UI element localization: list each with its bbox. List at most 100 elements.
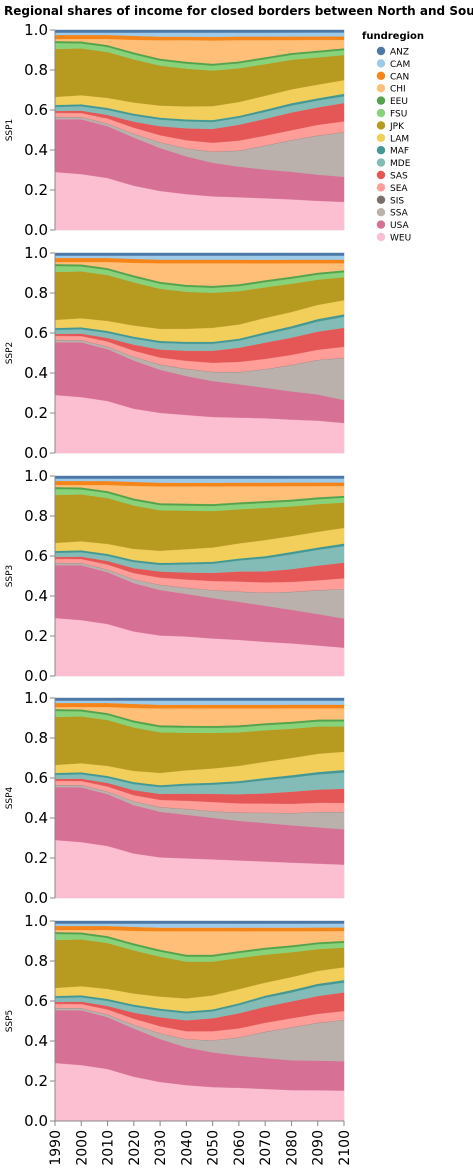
legend-item-ssa: SSA: [376, 208, 409, 219]
area-ssp2-anz: [54, 252, 345, 256]
legend-swatch: [376, 208, 386, 217]
legend-swatch: [376, 195, 386, 204]
legend-swatch: [376, 46, 386, 56]
legend-label: LAM: [390, 134, 409, 144]
legend-label: EEU: [390, 97, 408, 107]
legend-item-chi: CHI: [376, 84, 406, 95]
legend-item-sis: SIS: [376, 195, 404, 206]
legend-label: ANZ: [390, 48, 409, 58]
legend-label: CAM: [390, 60, 410, 70]
y-tick-label: 0.0: [24, 1112, 48, 1130]
legend-label: CAN: [390, 72, 409, 82]
legend-item-anz: ANZ: [376, 46, 409, 58]
y-tick-label: 1.0: [24, 21, 48, 39]
x-tick-label: 2090: [311, 1130, 327, 1166]
legend-swatch: [376, 121, 386, 130]
area-ssp3-anz: [54, 475, 345, 479]
legend-title: fundregion: [362, 31, 424, 42]
y-tick-label: 0.6: [24, 769, 48, 787]
legend-item-eeu: EEU: [376, 96, 408, 107]
legend-swatch: [376, 170, 386, 180]
x-tick-label: 2080: [284, 1130, 300, 1166]
y-tick-label: 0.0: [24, 889, 48, 907]
y-tick-label: 0.4: [24, 364, 48, 382]
legend-swatch: [376, 146, 386, 155]
facet-label: SSP5: [5, 1010, 15, 1033]
legend-item-weu: WEU: [376, 232, 411, 244]
legend-swatch: [376, 183, 386, 192]
y-tick-label: 0.0: [24, 221, 48, 239]
y-tick-label: 0.6: [24, 101, 48, 119]
y-tick-label: 0.4: [24, 1032, 48, 1050]
legend-label: MAF: [390, 147, 409, 157]
x-axis: 1990 2000 2010 2020 2030 2040 2050 2060 2070 2080…: [48, 1120, 353, 1166]
y-tick-label: 0.0: [24, 444, 48, 462]
y-tick-label: 0.8: [24, 284, 48, 302]
y-tick-label: 0.2: [24, 849, 48, 867]
y-tick-label: 1.0: [24, 689, 48, 707]
legend-label: CHI: [390, 85, 406, 95]
x-tick-label: 2060: [232, 1130, 248, 1166]
legend-label: SSA: [390, 209, 409, 219]
x-tick-label: 1990: [48, 1130, 64, 1166]
area-ssp1-anz: [54, 29, 345, 33]
legend-label: SIS: [390, 196, 404, 206]
y-tick-label: 0.0: [24, 667, 48, 685]
chart-title: Regional shares of income for closed bor…: [4, 4, 473, 18]
x-tick-label: 2040: [179, 1130, 195, 1166]
legend-swatch: [376, 71, 386, 81]
legend-label: WEU: [390, 234, 411, 244]
legend-item-can: CAN: [376, 71, 409, 82]
y-tick-label: 0.2: [24, 181, 48, 199]
facet-ssp4: 0.0 0.2 0.4 0.6 0.8 1.0 SSP4: [5, 689, 345, 907]
legend-item-maf: MAF: [376, 146, 409, 157]
facet-ssp1: 0.0 0.2 0.4 0.6 0.8 1.0 SSP1: [5, 21, 345, 239]
x-tick-label: 2100: [337, 1130, 353, 1166]
legend: fundregion ANZ CAM CAN CHI EEU FSU JPK LAM MAF MD…: [362, 31, 424, 244]
y-tick-label: 0.8: [24, 507, 48, 525]
facet-panels: 0.0 0.2 0.4 0.6 0.8 1.0 SSP1 0.0 0.2 0.4 0.6 0.8 1.0…: [5, 21, 345, 1130]
y-tick-label: 0.2: [24, 627, 48, 645]
facet-label: SSP1: [5, 119, 15, 142]
legend-item-sea: SEA: [376, 183, 408, 194]
y-tick-label: 0.8: [24, 729, 48, 747]
legend-swatch: [376, 96, 386, 105]
y-tick-label: 1.0: [24, 912, 48, 930]
legend-swatch: [376, 220, 386, 229]
legend-item-lam: LAM: [376, 133, 409, 144]
legend-label: SEA: [390, 184, 408, 194]
facet-label: SSP4: [5, 786, 15, 809]
y-tick-label: 0.4: [24, 141, 48, 159]
facet-ssp2: 0.0 0.2 0.4 0.6 0.8 1.0 SSP2: [5, 244, 345, 462]
legend-item-cam: CAM: [376, 59, 410, 70]
y-tick-label: 1.0: [24, 244, 48, 262]
legend-swatch: [376, 108, 386, 118]
y-tick-label: 0.4: [24, 587, 48, 605]
y-tick-label: 0.8: [24, 61, 48, 79]
legend-label: FSU: [390, 110, 407, 120]
legend-label: MDE: [390, 159, 411, 169]
x-tick-label: 2000: [74, 1130, 90, 1166]
legend-item-jpk: JPK: [376, 121, 405, 132]
y-tick-label: 0.4: [24, 809, 48, 827]
y-tick-label: 0.6: [24, 547, 48, 565]
x-tick-label: 2050: [206, 1130, 222, 1166]
area-ssp5-anz: [54, 920, 345, 924]
x-tick-label: 2010: [101, 1130, 117, 1166]
legend-label: SAS: [390, 172, 408, 182]
legend-item-fsu: FSU: [376, 108, 407, 120]
y-tick-label: 0.2: [24, 1072, 48, 1090]
legend-item-mde: MDE: [376, 158, 411, 169]
y-tick-label: 0.6: [24, 324, 48, 342]
legend-label: USA: [390, 221, 409, 231]
facet-label: SSP3: [5, 565, 15, 588]
facet-ssp5: 0.0 0.2 0.4 0.6 0.8 1.0 SSP5: [5, 912, 345, 1130]
legend-swatch: [376, 59, 386, 68]
legend-swatch: [376, 133, 386, 142]
legend-entries: ANZ CAM CAN CHI EEU FSU JPK LAM MAF MDE SAS SEA SIS S…: [376, 46, 411, 244]
y-tick-label: 0.8: [24, 952, 48, 970]
x-tick-label: 2070: [258, 1130, 274, 1166]
area-ssp4-anz: [54, 697, 345, 701]
legend-swatch: [376, 158, 386, 167]
legend-swatch: [376, 232, 386, 242]
